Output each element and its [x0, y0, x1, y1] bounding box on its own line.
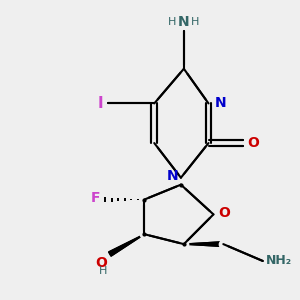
Text: NH₂: NH₂	[266, 254, 292, 268]
Text: O: O	[95, 256, 107, 269]
Polygon shape	[109, 234, 144, 256]
Text: O: O	[218, 206, 230, 220]
Polygon shape	[178, 178, 184, 185]
Polygon shape	[184, 242, 223, 247]
Polygon shape	[184, 242, 223, 247]
Text: H: H	[99, 266, 107, 276]
Text: H: H	[168, 17, 176, 27]
Text: N: N	[178, 15, 190, 29]
Text: I: I	[98, 96, 103, 111]
Text: F: F	[91, 191, 100, 205]
Text: H: H	[191, 17, 200, 27]
Text: O: O	[248, 136, 260, 150]
Text: N: N	[166, 169, 178, 183]
Polygon shape	[109, 234, 144, 256]
Text: N: N	[214, 96, 226, 110]
Polygon shape	[178, 178, 184, 185]
